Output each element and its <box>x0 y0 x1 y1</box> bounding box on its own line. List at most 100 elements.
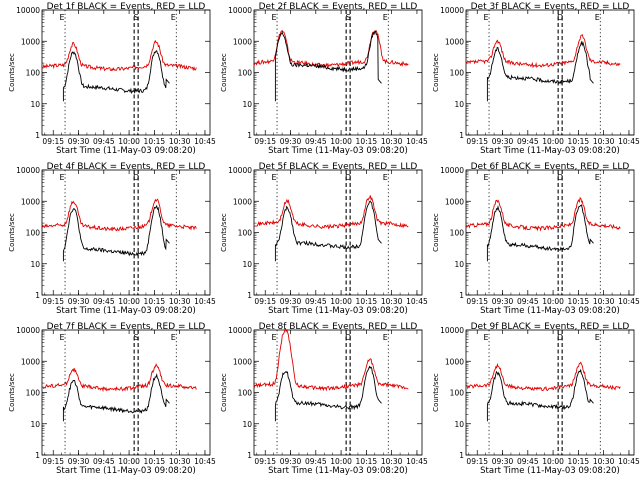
panel-det-7: Det 7f BLACK = Events, RED = LLD 1 10 100 10… <box>8 322 216 476</box>
panel-title: Det 2f BLACK = Events, RED = LLD <box>259 2 418 12</box>
x-tick-label: 10:30 <box>169 297 191 306</box>
x-axis-label: Start Time (11-May-03 09:08:20) <box>56 466 196 476</box>
event-marker: D <box>557 13 563 22</box>
panel-det-9: Det 9f BLACK = Events, RED = LLD 1 10 100 10… <box>432 322 640 476</box>
event-marker: E <box>272 173 277 182</box>
x-tick-label: 10:45 <box>618 457 640 466</box>
event-marker: E <box>595 173 600 182</box>
x-tick-label: 10:15 <box>144 457 166 466</box>
y-tick-label: 100 <box>238 69 253 78</box>
x-tick-label: 10:15 <box>356 137 378 146</box>
x-tick-label: 10:30 <box>381 137 403 146</box>
x-tick-label: 10:00 <box>330 137 352 146</box>
event-marker: E <box>272 13 277 22</box>
x-axis-label: Start Time (11-May-03 09:08:20) <box>56 146 196 156</box>
lld-series-line <box>253 327 409 392</box>
y-tick-label: 10 <box>454 420 464 429</box>
events-series-line <box>62 204 170 262</box>
x-tick-label: 09:45 <box>93 457 115 466</box>
event-marker: E <box>383 173 388 182</box>
x-tick-label: 09:15 <box>254 297 276 306</box>
y-tick-label: 10 <box>454 260 464 269</box>
panel-title: Det 5f BLACK = Events, RED = LLD <box>259 162 418 172</box>
y-tick-label: 10000 <box>228 166 252 175</box>
x-tick-label: 10:45 <box>618 297 640 306</box>
lld-series-line <box>253 30 409 68</box>
y-tick-label: 10 <box>242 420 252 429</box>
y-tick-label: 10000 <box>440 326 464 335</box>
y-axis-label: Counts/sec <box>8 53 16 92</box>
x-tick-label: 09:30 <box>280 297 302 306</box>
x-tick-label: 09:15 <box>466 297 488 306</box>
y-tick-label: 1 <box>35 451 40 460</box>
y-axis-label: Counts/sec <box>220 53 228 92</box>
y-tick-label: 10000 <box>16 326 40 335</box>
y-tick-label: 10 <box>242 100 252 109</box>
x-tick-label: 10:30 <box>169 457 191 466</box>
x-tick-label: 10:15 <box>568 137 590 146</box>
event-marker: E <box>484 173 489 182</box>
y-tick-label: 1000 <box>445 197 464 206</box>
x-tick-label: 09:15 <box>254 137 276 146</box>
x-tick-label: 10:30 <box>593 137 615 146</box>
y-tick-label: 1 <box>247 451 252 460</box>
events-series-line <box>486 204 594 262</box>
event-marker: D <box>557 173 563 182</box>
event-marker: S <box>134 13 139 22</box>
x-tick-label: 09:30 <box>492 297 514 306</box>
y-axis-label: Counts/sec <box>432 373 440 412</box>
y-tick-label: 10 <box>30 420 40 429</box>
event-marker: D <box>345 173 351 182</box>
x-tick-label: 10:45 <box>194 457 216 466</box>
x-tick-label: 09:15 <box>42 457 64 466</box>
event-marker: E <box>171 333 176 342</box>
x-tick-label: 09:45 <box>305 457 327 466</box>
event-marker: D <box>345 333 351 342</box>
lld-series-line <box>254 195 409 230</box>
y-axis-label: Counts/sec <box>432 213 440 252</box>
y-tick-label: 100 <box>450 229 465 238</box>
lld-series-line <box>41 198 197 232</box>
event-marker: E <box>171 13 176 22</box>
x-axis-label: Start Time (11-May-03 09:08:20) <box>56 306 196 316</box>
x-tick-label: 09:30 <box>68 297 90 306</box>
x-tick-label: 10:00 <box>118 457 140 466</box>
y-tick-label: 1 <box>35 131 40 140</box>
x-tick-label: 10:00 <box>542 137 564 146</box>
event-marker: E <box>484 13 489 22</box>
events-series-line <box>62 373 170 422</box>
x-tick-label: 09:15 <box>466 457 488 466</box>
event-marker: E <box>595 333 600 342</box>
y-tick-label: 1 <box>247 291 252 300</box>
events-series-line <box>486 40 594 102</box>
y-tick-label: 1 <box>247 131 252 140</box>
panel-title: Det 9f BLACK = Events, RED = LLD <box>471 322 630 332</box>
event-marker: E <box>60 173 65 182</box>
y-tick-label: 1000 <box>445 37 464 46</box>
x-tick-label: 10:45 <box>194 297 216 306</box>
y-tick-label: 1000 <box>233 357 252 366</box>
x-tick-label: 09:30 <box>280 137 302 146</box>
event-marker: E <box>171 173 176 182</box>
y-tick-label: 1 <box>459 291 464 300</box>
lld-series-line <box>42 39 197 72</box>
x-tick-label: 09:15 <box>42 137 64 146</box>
panel-det-4: Det 4f BLACK = Events, RED = LLD 1 10 100 10… <box>8 162 216 316</box>
y-tick-label: 100 <box>238 229 253 238</box>
plot-frame <box>253 169 423 296</box>
x-tick-label: 10:45 <box>194 137 216 146</box>
event-marker: D <box>133 173 139 182</box>
x-tick-label: 09:45 <box>305 137 327 146</box>
panel-det-2: Det 2f BLACK = Events, RED = LLD 1 10 100 10… <box>220 2 428 156</box>
y-tick-label: 10000 <box>16 6 40 15</box>
y-tick-label: 10000 <box>16 166 40 175</box>
y-tick-label: 100 <box>238 389 253 398</box>
x-tick-label: 10:15 <box>568 457 590 466</box>
y-tick-label: 1000 <box>233 197 252 206</box>
x-axis-label: Start Time (11-May-03 09:08:20) <box>268 466 408 476</box>
panel-title: Det 8f BLACK = Events, RED = LLD <box>259 322 418 332</box>
x-tick-label: 10:00 <box>542 297 564 306</box>
y-tick-label: 1000 <box>445 357 464 366</box>
y-tick-label: 1 <box>459 131 464 140</box>
